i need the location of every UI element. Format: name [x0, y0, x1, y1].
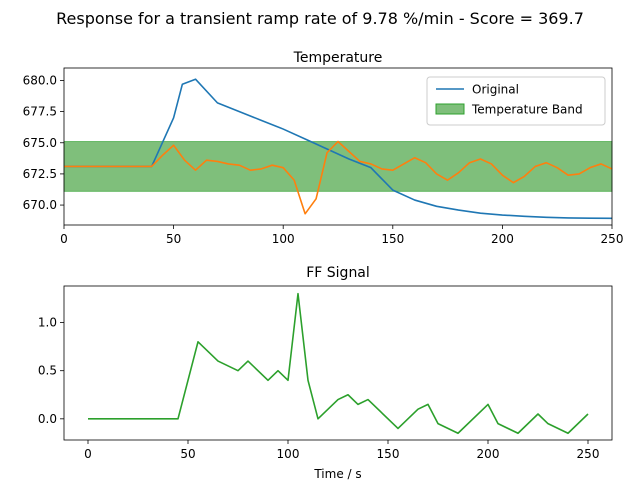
- ff-signal-series: [88, 292, 589, 435]
- temperature-x-tick-label: 50: [166, 232, 181, 246]
- legend-band-label: Temperature Band: [471, 103, 583, 117]
- ff-signal-chart-title: FF Signal: [306, 265, 370, 281]
- temperature-x-ticks: 0 50 100 150 200 250: [60, 225, 623, 246]
- temperature-chart-title: Temperature: [293, 50, 383, 66]
- ff-signal-x-ticks: 0 50 100 150 200 250: [84, 440, 599, 461]
- x-axis-label: Time / s: [313, 467, 361, 480]
- figure-title: Response for a transient ramp rate of 9.…: [56, 9, 584, 28]
- temperature-y-tick-label: 670.0: [23, 198, 57, 212]
- ff-signal-y-tick-label: 1.0: [38, 316, 57, 330]
- temperature-y-tick-label: 677.5: [23, 105, 57, 119]
- legend-band-swatch: [435, 103, 465, 115]
- ff-signal-x-tick-label: 200: [477, 447, 500, 461]
- temperature-x-tick-label: 250: [601, 232, 624, 246]
- temperature-y-tick-label: 672.5: [23, 167, 57, 181]
- temperature-x-tick-label: 100: [272, 232, 295, 246]
- temperature-x-tick-label: 200: [491, 232, 514, 246]
- temperature-band: [63, 141, 613, 192]
- ff-signal-series-line-0: [88, 292, 589, 435]
- temperature-y-tick-label: 680.0: [23, 73, 57, 87]
- ff-signal-x-tick-label: 250: [577, 447, 600, 461]
- ff-signal-x-tick-label: 150: [377, 447, 400, 461]
- ff-signal-axes-frame: [63, 285, 613, 441]
- temperature-x-tick-label: 0: [60, 232, 68, 246]
- ff-signal-x-tick-label: 0: [84, 447, 92, 461]
- ff-signal-y-tick-label: 0.0: [38, 412, 57, 426]
- temperature-y-ticks: 670.0 672.5 675.0 677.5 680.0: [23, 73, 64, 212]
- ff-signal-y-tick-label: 0.5: [38, 364, 57, 378]
- temperature-series: [64, 78, 613, 220]
- temperature-x-tick-label: 150: [381, 232, 404, 246]
- legend-original-label: Original: [472, 83, 519, 97]
- temperature-axes-frame: [63, 67, 613, 226]
- temperature-series-line-original: [64, 78, 613, 220]
- temperature-chart: Temperature 0 50 100 150 200 250 670.0672.567…: [23, 50, 624, 246]
- ff-signal-chart: FF Signal 0 50 100 150 200 250 0.0 0.5 1.0 Time…: [38, 265, 613, 480]
- temperature-y-tick-label: 675.0: [23, 136, 57, 150]
- ff-signal-x-tick-label: 100: [277, 447, 300, 461]
- ff-signal-x-tick-label: 50: [180, 447, 195, 461]
- legend-box: [426, 76, 606, 126]
- temperature-legend: Original Temperature Band: [426, 76, 606, 126]
- ff-signal-y-ticks: 0.0 0.5 1.0: [38, 316, 64, 426]
- temperature-series-line-1: [64, 140, 613, 215]
